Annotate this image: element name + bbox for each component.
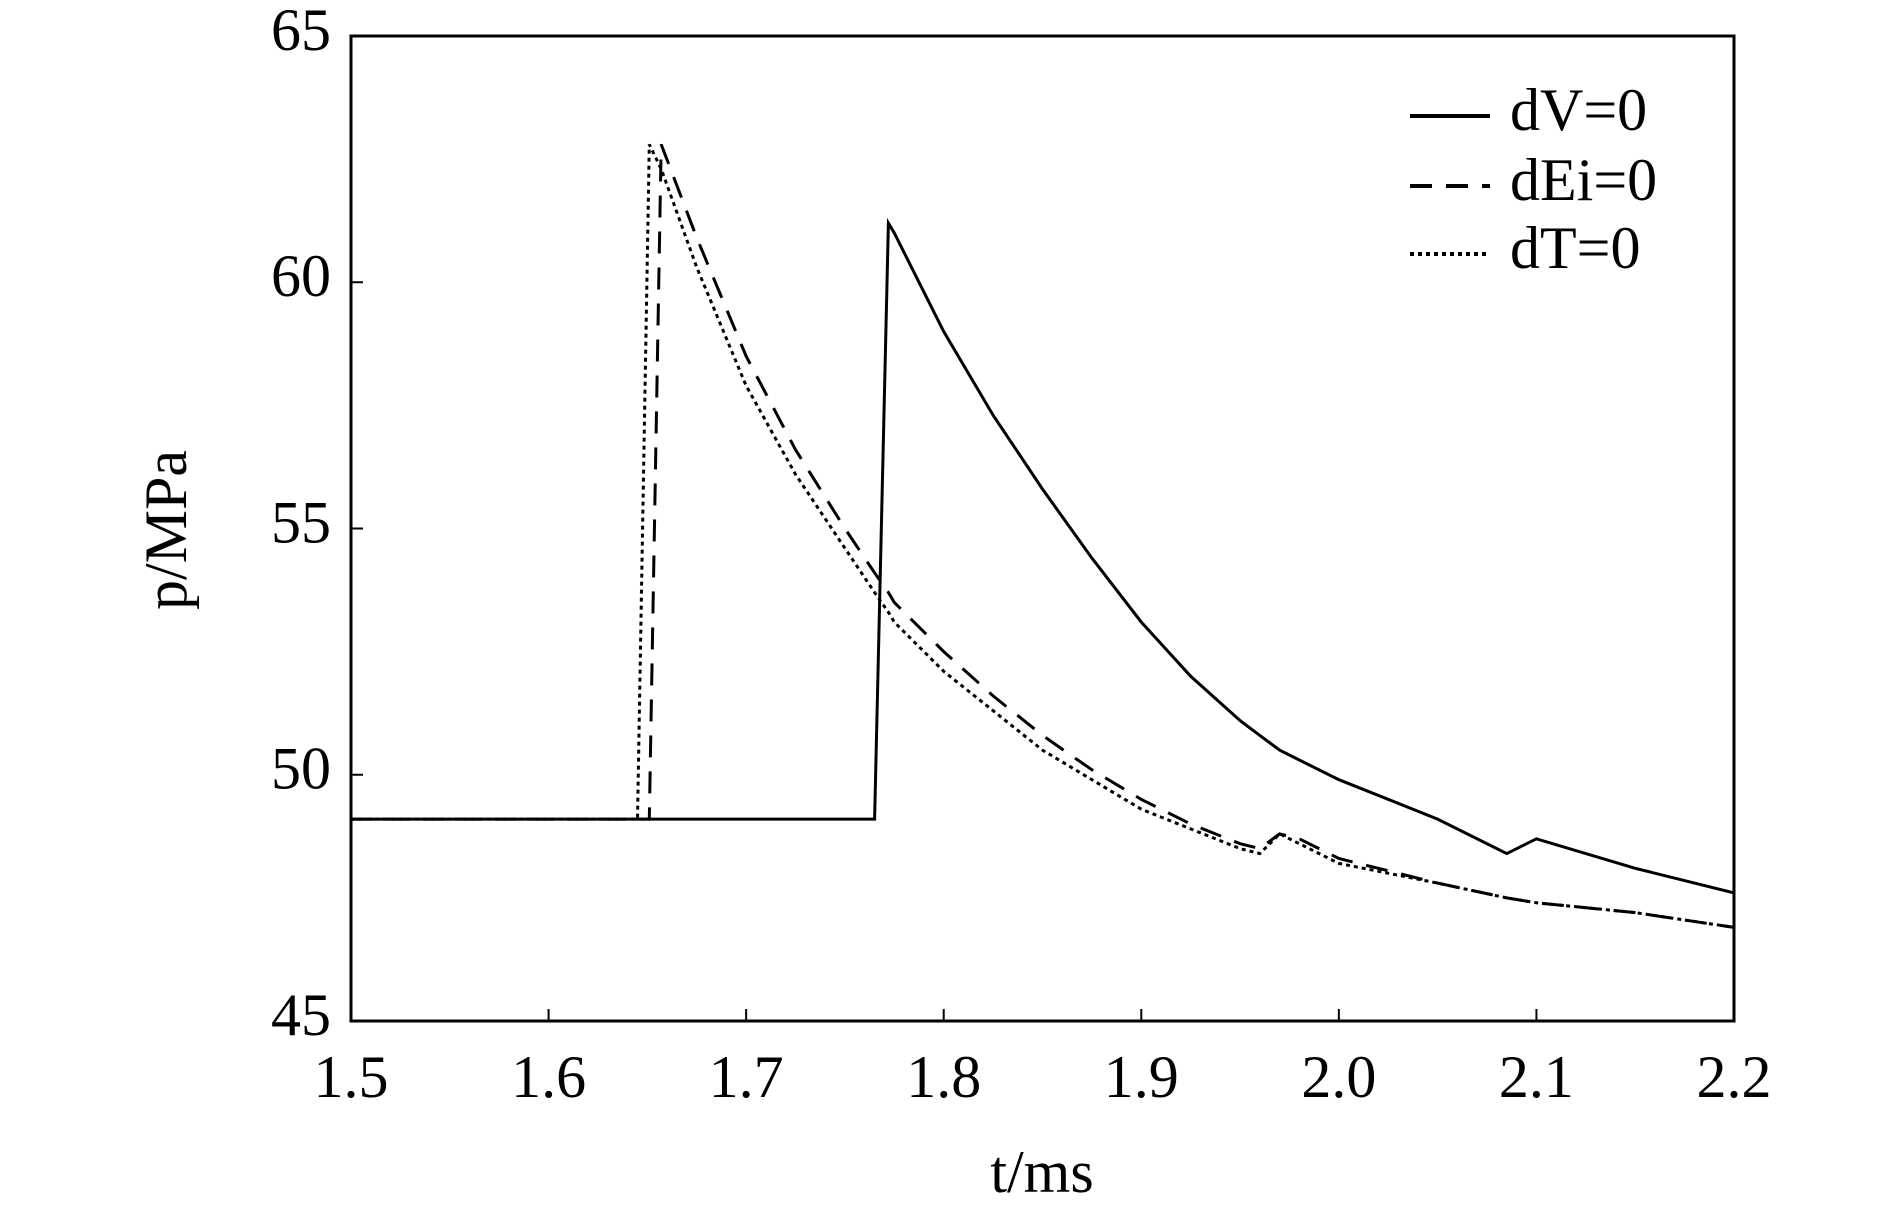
series-line	[351, 217, 1735, 895]
y-tick-label: 45	[271, 982, 331, 1048]
y-tick-label: 60	[271, 243, 331, 309]
x-tick-label: 1.6	[511, 1044, 586, 1110]
series-line	[351, 143, 1735, 929]
y-tick-label: 50	[271, 736, 331, 802]
x-axis-label: t/ms	[990, 1139, 1093, 1205]
x-tick-label: 2.0	[1301, 1044, 1376, 1110]
y-tick-label: 55	[271, 489, 331, 555]
x-tick-label: 2.2	[1697, 1044, 1772, 1110]
x-tick-label: 1.7	[709, 1044, 784, 1110]
y-tick-label: 65	[271, 0, 331, 63]
legend-label: dEi=0	[1510, 147, 1657, 213]
plot-frame	[349, 34, 1736, 1023]
x-tick-label: 1.5	[314, 1044, 389, 1110]
legend-label: dT=0	[1510, 215, 1641, 281]
legend-label: dV=0	[1510, 77, 1647, 143]
x-tick-label: 2.1	[1499, 1044, 1574, 1110]
x-tick-label: 1.8	[906, 1044, 981, 1110]
x-tick-label: 1.9	[1104, 1044, 1179, 1110]
series-line	[351, 143, 1735, 929]
y-axis-label: p/MPa	[133, 450, 199, 610]
